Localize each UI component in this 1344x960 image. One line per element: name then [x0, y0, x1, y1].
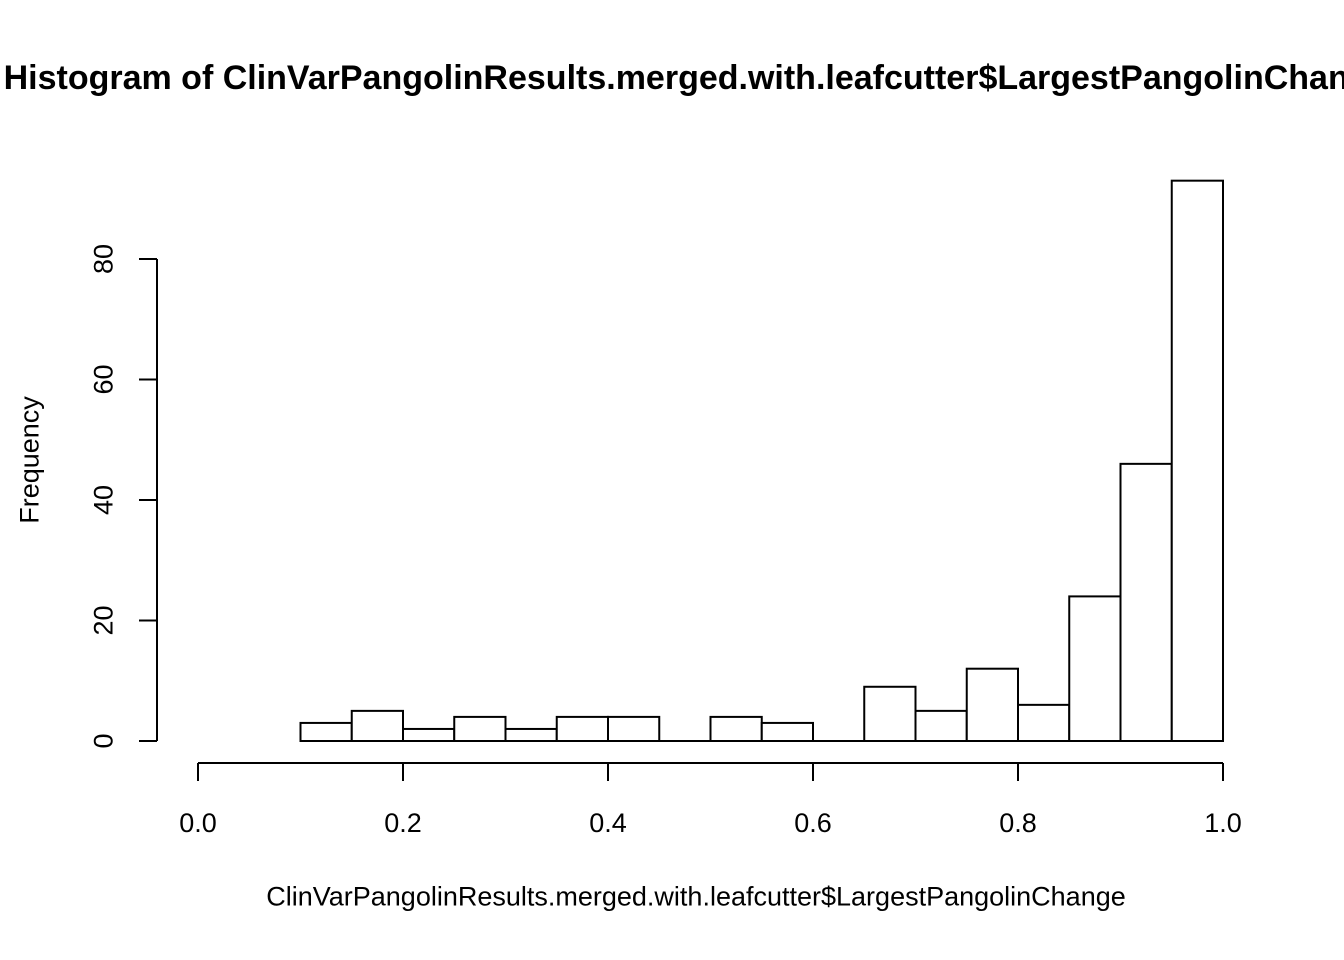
y-tick-label: 40 — [88, 485, 118, 515]
histogram-bar — [607, 715, 661, 743]
x-tick-label: 1.0 — [1204, 808, 1242, 838]
y-tick-label: 0 — [88, 733, 118, 748]
x-tick-label: 0.6 — [794, 808, 832, 838]
histogram-bar — [350, 709, 404, 742]
y-tick-label: 80 — [88, 244, 118, 274]
histogram-bar — [914, 709, 968, 742]
histogram-bar — [299, 721, 353, 742]
histogram-bar — [709, 715, 763, 743]
histogram-bar — [1170, 179, 1224, 743]
histogram-bar — [453, 715, 507, 743]
histogram-bar — [863, 685, 917, 743]
histogram-bar — [965, 667, 1019, 743]
x-axis-title: ClinVarPangolinResults.merged.with.leafc… — [266, 881, 1126, 912]
histogram-bar — [1017, 703, 1071, 742]
histogram-bar — [402, 727, 456, 743]
y-tick-label: 60 — [88, 364, 118, 394]
chart-title: Histogram of ClinVarPangolinResults.merg… — [3, 59, 1344, 97]
histogram-bar — [555, 715, 609, 743]
x-tick-label: 0.0 — [179, 808, 217, 838]
x-tick-label: 0.2 — [384, 808, 422, 838]
histogram-bar — [504, 727, 558, 743]
histogram-bar — [1068, 595, 1122, 743]
histogram-bar — [1119, 462, 1173, 742]
y-tick-label: 20 — [88, 605, 118, 635]
x-tick-label: 0.4 — [589, 808, 627, 838]
x-tick-label: 0.8 — [999, 808, 1037, 838]
histogram-bar — [760, 721, 814, 742]
